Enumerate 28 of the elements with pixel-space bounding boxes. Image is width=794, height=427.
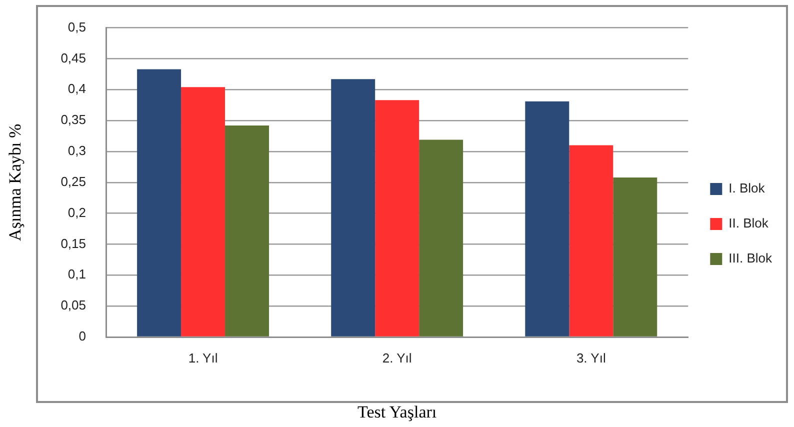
y-tick-label: 0,4	[68, 81, 86, 96]
y-tick-label: 0,45	[60, 50, 86, 66]
bar	[613, 177, 658, 336]
bar	[375, 100, 420, 336]
legend-label: I. Blok	[728, 180, 766, 196]
bar	[137, 69, 182, 336]
x-axis-title: Test Yaşları	[358, 402, 437, 422]
y-tick-label: 0,3	[68, 143, 86, 158]
y-tick-label: 0,25	[60, 174, 86, 189]
y-tick-label: 0,35	[60, 112, 86, 128]
y-tick-label: 0,1	[68, 266, 86, 282]
y-axis-title: Aşınma Kaybı %	[6, 124, 25, 241]
x-tick-label: 2. Yıl	[382, 350, 412, 366]
bar	[525, 101, 570, 336]
bar	[181, 87, 226, 336]
legend-label: II. Blok	[728, 216, 769, 231]
bar	[419, 140, 464, 336]
y-tick-label: 0,15	[60, 236, 86, 251]
y-tick-label: 0,2	[68, 204, 86, 220]
y-tick-label: 0,05	[60, 298, 86, 313]
legend-label: III. Blok	[728, 250, 772, 266]
x-tick-label: 1. Yıl	[188, 350, 218, 366]
bar	[569, 145, 614, 336]
y-tick-label: 0,5	[68, 19, 86, 34]
bar	[331, 79, 376, 336]
x-tick-label: 3. Yıl	[576, 350, 606, 366]
y-tick-label: 0	[78, 328, 86, 344]
bar	[225, 126, 270, 336]
